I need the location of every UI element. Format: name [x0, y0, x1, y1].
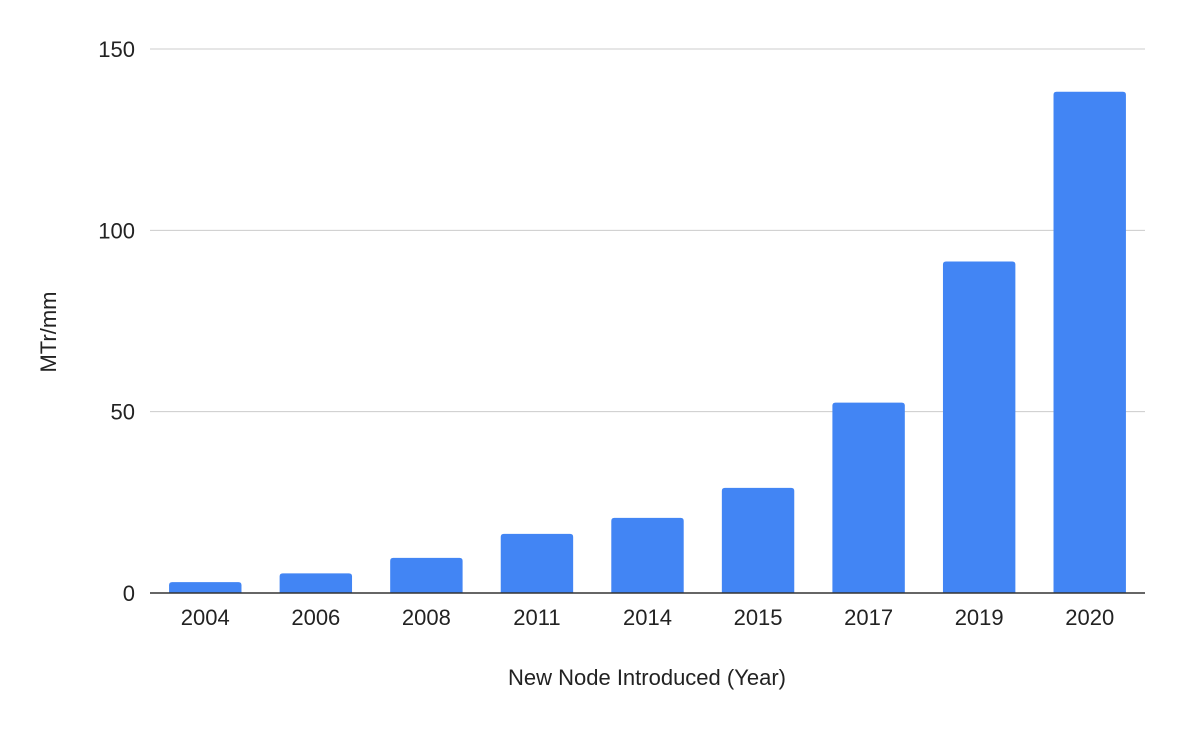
y-tick-labels: 0 50 100 150	[98, 37, 135, 606]
x-tick-label: 2006	[291, 605, 340, 630]
bar-2019	[942, 261, 1016, 593]
x-tick-label: 2014	[623, 605, 672, 630]
bar-2020	[1053, 91, 1126, 593]
bars	[169, 91, 1126, 593]
x-tick-label: 2020	[1065, 605, 1114, 630]
bar-2011	[500, 533, 574, 593]
bar-2017	[832, 402, 905, 593]
x-tick-label: 2011	[513, 605, 560, 630]
x-tick-label: 2019	[955, 605, 1004, 630]
x-tick-label: 2017	[844, 605, 893, 630]
y-tick-label: 50	[111, 400, 135, 425]
bar-2008	[390, 557, 463, 593]
x-tick-label: 2015	[734, 605, 783, 630]
x-axis-title: New Node Introduced (Year)	[508, 665, 786, 690]
y-tick-label: 100	[98, 218, 135, 243]
bar-2014	[611, 517, 684, 593]
bar-2004	[169, 582, 242, 593]
bar-2015	[721, 487, 795, 593]
x-tick-label: 2008	[402, 605, 451, 630]
y-tick-label: 150	[98, 37, 135, 62]
x-tick-label: 2004	[181, 605, 230, 630]
y-tick-label: 0	[123, 581, 135, 606]
bar-2006	[279, 573, 353, 593]
x-tick-labels: 2004 2006 2008 2011 2014 2015 2017 2019 2020	[181, 605, 1114, 630]
y-axis-title: MTr/mm	[36, 291, 61, 372]
